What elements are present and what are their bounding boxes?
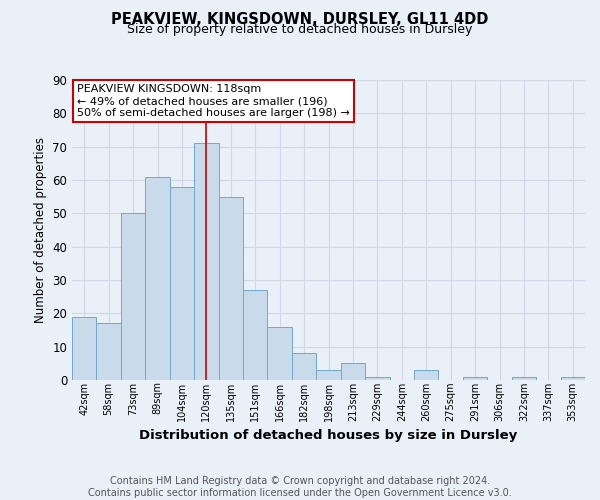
- Bar: [560, 376, 585, 380]
- Bar: [512, 376, 536, 380]
- Text: Contains HM Land Registry data © Crown copyright and database right 2024.
Contai: Contains HM Land Registry data © Crown c…: [88, 476, 512, 498]
- Bar: [365, 376, 389, 380]
- Bar: [292, 354, 316, 380]
- Bar: [316, 370, 341, 380]
- Text: PEAKVIEW, KINGSDOWN, DURSLEY, GL11 4DD: PEAKVIEW, KINGSDOWN, DURSLEY, GL11 4DD: [112, 12, 488, 28]
- Bar: [268, 326, 292, 380]
- Text: Size of property relative to detached houses in Dursley: Size of property relative to detached ho…: [127, 24, 473, 36]
- Bar: [414, 370, 439, 380]
- Bar: [194, 144, 218, 380]
- Bar: [121, 214, 145, 380]
- Bar: [243, 290, 268, 380]
- Bar: [145, 176, 170, 380]
- Bar: [97, 324, 121, 380]
- Bar: [170, 186, 194, 380]
- Bar: [341, 364, 365, 380]
- Bar: [463, 376, 487, 380]
- Bar: [72, 316, 97, 380]
- Bar: [218, 196, 243, 380]
- X-axis label: Distribution of detached houses by size in Dursley: Distribution of detached houses by size …: [139, 429, 518, 442]
- Text: PEAKVIEW KINGSDOWN: 118sqm
← 49% of detached houses are smaller (196)
50% of sem: PEAKVIEW KINGSDOWN: 118sqm ← 49% of deta…: [77, 84, 350, 117]
- Y-axis label: Number of detached properties: Number of detached properties: [34, 137, 47, 323]
